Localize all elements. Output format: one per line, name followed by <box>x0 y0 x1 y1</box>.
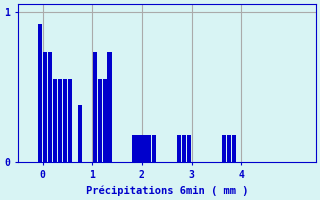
Bar <box>132 135 137 162</box>
Bar <box>227 135 231 162</box>
X-axis label: Précipitations 6min ( mm ): Précipitations 6min ( mm ) <box>85 185 248 196</box>
Bar <box>147 135 151 162</box>
Bar <box>78 105 82 162</box>
Bar <box>68 79 72 162</box>
Bar <box>92 52 97 162</box>
Bar <box>48 52 52 162</box>
Bar <box>98 79 102 162</box>
Bar <box>152 135 156 162</box>
Bar <box>63 79 67 162</box>
Bar <box>187 135 191 162</box>
Bar <box>222 135 226 162</box>
Bar <box>58 79 62 162</box>
Bar <box>142 135 147 162</box>
Bar <box>108 52 112 162</box>
Bar <box>137 135 141 162</box>
Bar <box>177 135 181 162</box>
Bar <box>232 135 236 162</box>
Bar <box>182 135 186 162</box>
Bar <box>38 24 42 162</box>
Bar <box>102 79 107 162</box>
Bar <box>53 79 57 162</box>
Bar <box>43 52 47 162</box>
